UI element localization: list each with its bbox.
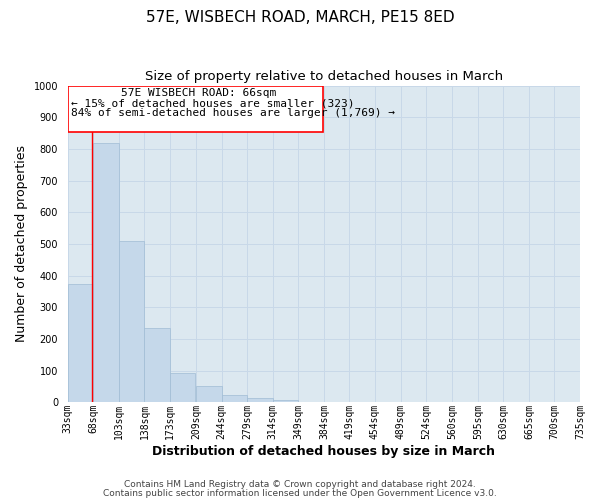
Bar	[247, 398, 273, 402]
Bar	[119, 241, 145, 402]
Bar	[68, 86, 323, 132]
Text: Contains public sector information licensed under the Open Government Licence v3: Contains public sector information licen…	[103, 489, 497, 498]
Bar	[273, 400, 298, 402]
Bar	[196, 386, 222, 402]
Bar	[170, 373, 196, 402]
Text: ← 15% of detached houses are smaller (323): ← 15% of detached houses are smaller (32…	[71, 98, 355, 108]
Y-axis label: Number of detached properties: Number of detached properties	[15, 146, 28, 342]
Text: 84% of semi-detached houses are larger (1,769) →: 84% of semi-detached houses are larger (…	[71, 108, 395, 118]
Title: Size of property relative to detached houses in March: Size of property relative to detached ho…	[145, 70, 503, 83]
Bar	[94, 142, 119, 402]
Text: 57E WISBECH ROAD: 66sqm: 57E WISBECH ROAD: 66sqm	[121, 88, 277, 98]
Bar	[68, 284, 94, 403]
Text: Contains HM Land Registry data © Crown copyright and database right 2024.: Contains HM Land Registry data © Crown c…	[124, 480, 476, 489]
X-axis label: Distribution of detached houses by size in March: Distribution of detached houses by size …	[152, 444, 496, 458]
Text: 57E, WISBECH ROAD, MARCH, PE15 8ED: 57E, WISBECH ROAD, MARCH, PE15 8ED	[146, 10, 454, 25]
Bar	[222, 396, 247, 402]
Bar	[145, 328, 170, 402]
